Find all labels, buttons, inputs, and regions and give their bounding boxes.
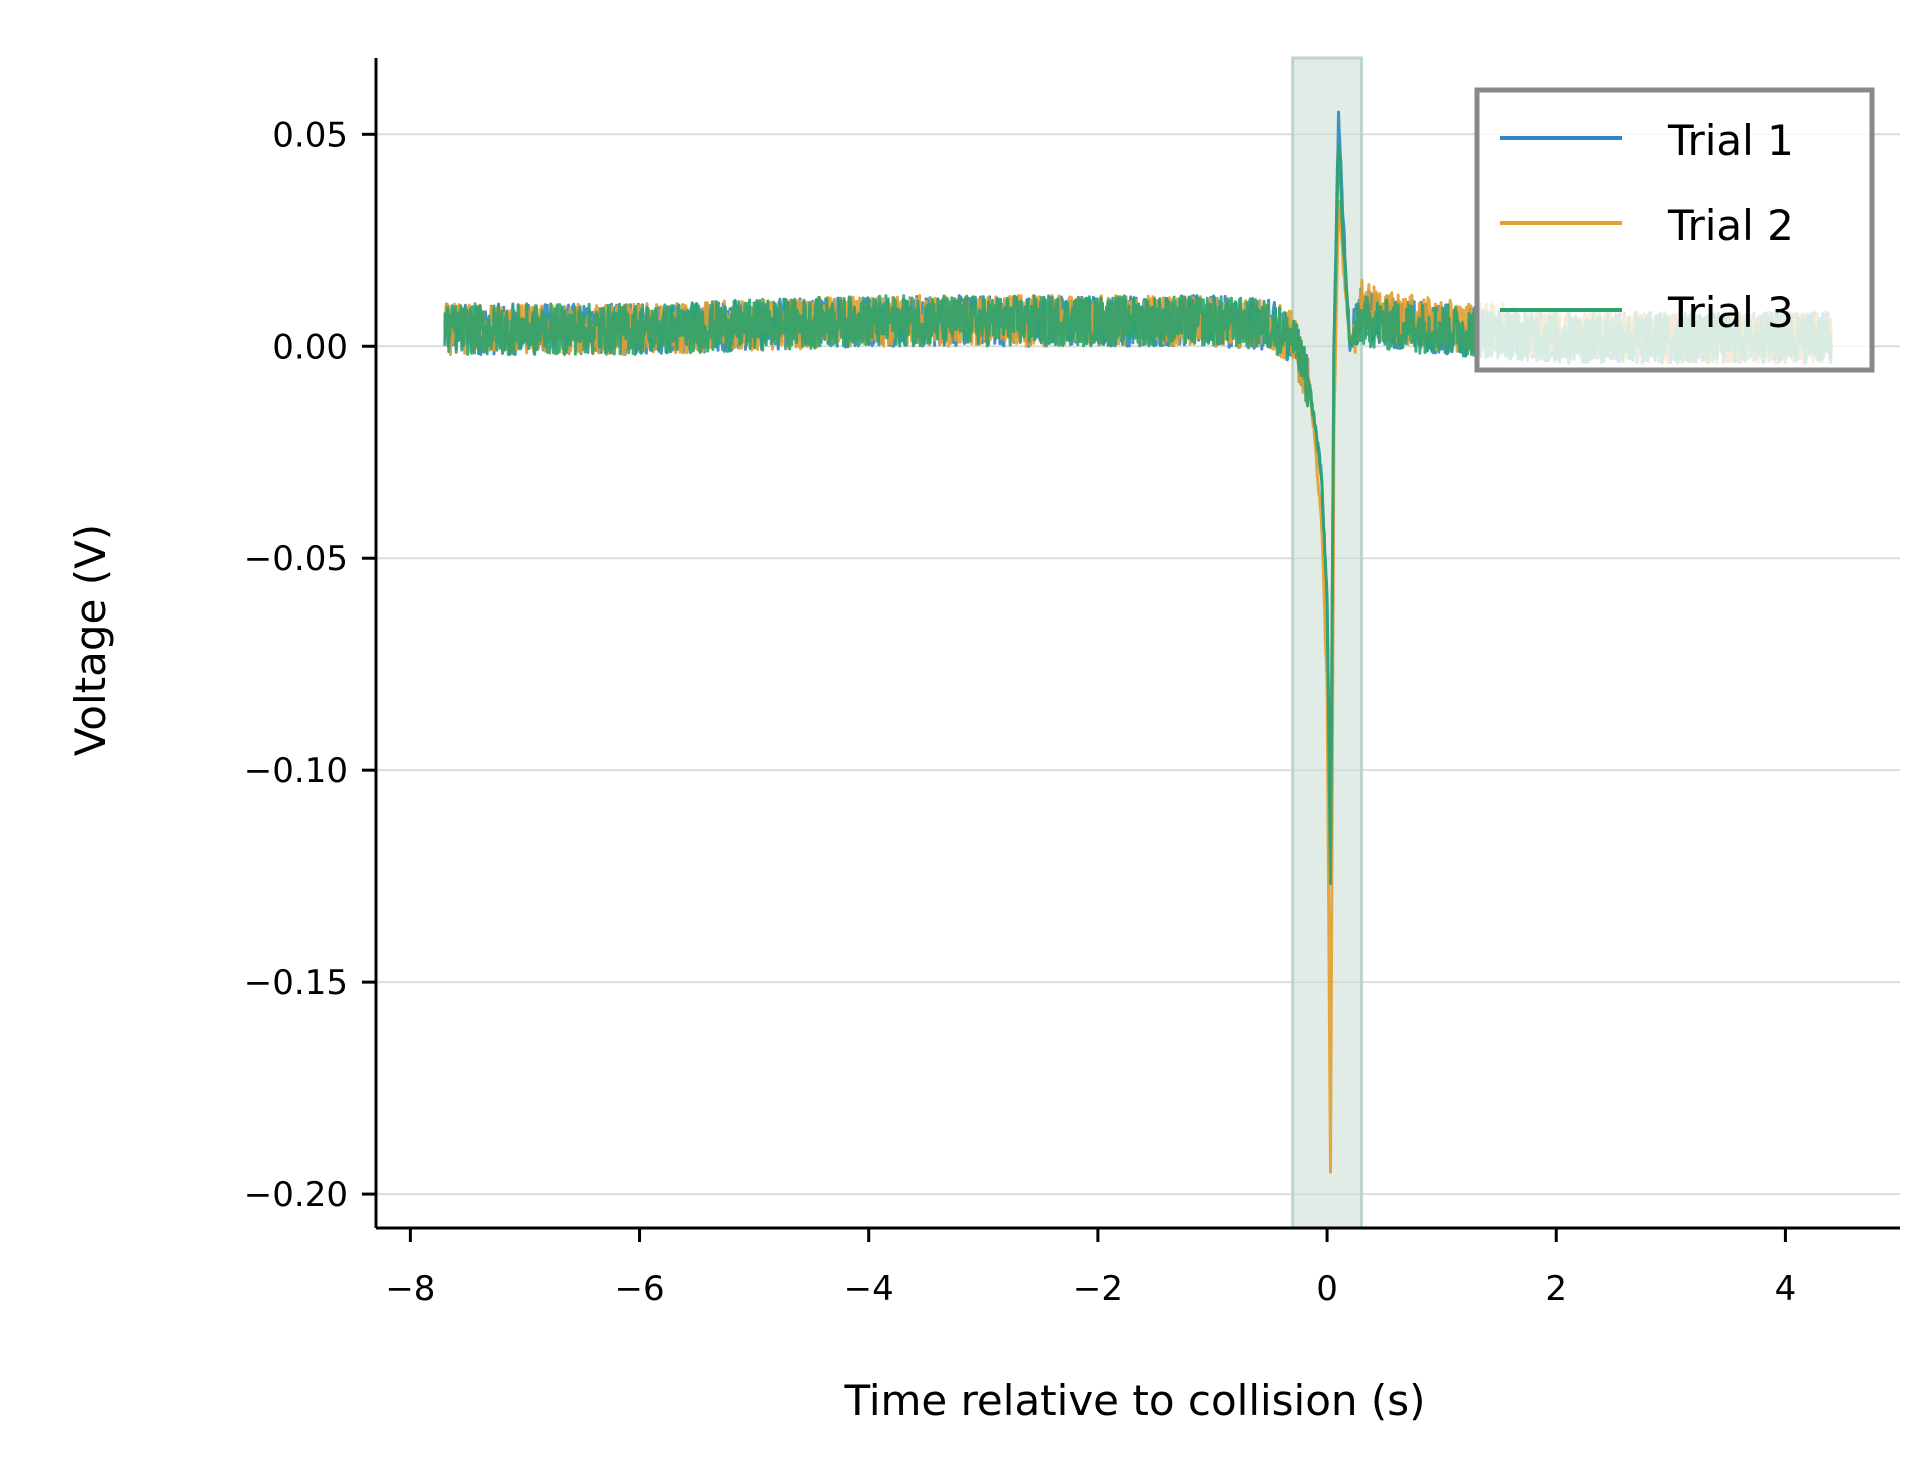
x-tick-label-0: −8 — [385, 1269, 435, 1309]
legend: Trial 1 Trial 2 Trial 3 — [1474, 87, 1875, 373]
x-axis-label: Time relative to collision (s) — [843, 1376, 1425, 1425]
ticks-layer: −8 −6 −4 −2 0 2 4 0.05 0.00 −0.05 −0.10 −0.15 −0.20 — [244, 115, 1796, 1309]
x-tick-label-6: 4 — [1775, 1269, 1797, 1309]
x-tick-label-4: 0 — [1316, 1269, 1338, 1309]
y-tick-label-0: 0.05 — [272, 115, 348, 155]
highlight-span-layer — [1291, 56, 1363, 1230]
y-tick-label-5: −0.20 — [244, 1175, 348, 1215]
axes-layer — [374, 58, 1900, 1230]
x-tick-label-2: −4 — [844, 1269, 894, 1309]
x-tick-label-5: 2 — [1545, 1269, 1567, 1309]
y-tick-label-2: −0.05 — [244, 539, 348, 579]
legend-label-trial-2: Trial 2 — [1667, 201, 1794, 250]
collision-window-span — [1291, 56, 1363, 1230]
legend-label-trial-1: Trial 1 — [1667, 116, 1794, 165]
x-tick-label-3: −2 — [1073, 1269, 1123, 1309]
x-tick-label-1: −6 — [614, 1269, 664, 1309]
y-tick-label-1: 0.00 — [272, 327, 348, 367]
legend-label-trial-3: Trial 3 — [1667, 288, 1794, 337]
y-axis-label: Voltage (V) — [66, 524, 115, 756]
y-tick-label-4: −0.15 — [244, 963, 348, 1003]
y-tick-label-3: −0.10 — [244, 751, 348, 791]
